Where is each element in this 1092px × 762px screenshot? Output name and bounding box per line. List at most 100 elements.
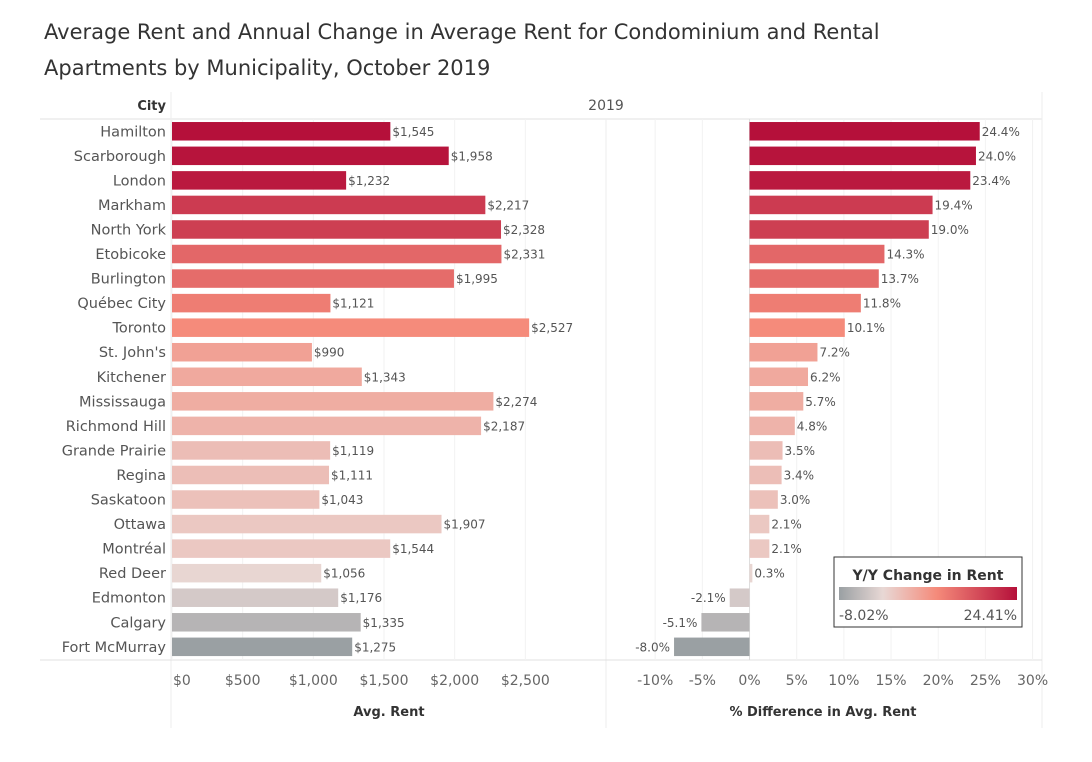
city-row: Burlington $1,995 13.7% <box>91 269 919 288</box>
city-row: Calgary $1,335 -5.1% <box>110 613 750 632</box>
rent-bar <box>172 416 482 436</box>
pct-tick-label: 20% <box>923 673 954 689</box>
rent-value-label: $1,119 <box>332 444 374 458</box>
pct-bar <box>749 367 809 387</box>
pct-bar <box>749 392 804 411</box>
pct-tick-label: -5% <box>689 673 716 689</box>
pct-value-label: 2.1% <box>771 518 802 532</box>
city-label: Toronto <box>111 321 166 337</box>
city-row: London $1,232 23.4% <box>113 171 1010 190</box>
city-label: Mississauga <box>79 394 166 410</box>
pct-bar <box>749 490 778 509</box>
pct-value-label: -5.1% <box>663 616 698 630</box>
pct-bar <box>749 171 971 190</box>
rent-tick-label: $500 <box>225 673 261 689</box>
pct-tick-label: 0% <box>738 673 760 689</box>
city-label: London <box>113 173 166 189</box>
pct-value-label: 23.4% <box>972 174 1010 188</box>
city-row: Markham $2,217 19.4% <box>98 195 973 215</box>
city-row: Regina $1,111 3.4% <box>116 465 815 485</box>
rent-bar <box>172 146 449 166</box>
city-row: Red Deer $1,056 0.3% <box>99 563 785 583</box>
rent-value-label: $1,056 <box>323 567 365 581</box>
rent-bar <box>172 171 347 190</box>
chart-title-line1: Average Rent and Annual Change in Averag… <box>44 20 880 44</box>
pct-bar <box>749 539 770 558</box>
rent-bar <box>172 514 442 534</box>
pct-bar <box>749 146 976 166</box>
rent-bar <box>172 244 502 264</box>
city-row: Hamilton $1,545 24.4% <box>100 122 1020 141</box>
city-row: North York $2,328 19.0% <box>91 220 969 239</box>
pct-axis-title: % Difference in Avg. Rent <box>729 705 916 720</box>
rent-bar <box>172 465 330 485</box>
pct-tick-label: 10% <box>828 673 859 689</box>
chart-title-line2: Apartments by Municipality, October 2019 <box>44 56 490 80</box>
pct-value-label: 5.7% <box>805 395 836 409</box>
city-label: Hamilton <box>100 124 166 140</box>
rent-bar <box>172 637 353 657</box>
rent-value-label: $1,544 <box>392 542 434 556</box>
rent-bar <box>172 490 320 509</box>
pct-tick-label: 5% <box>786 673 808 689</box>
rent-tick-label: $1,500 <box>360 673 409 689</box>
rent-axis-title: Avg. Rent <box>353 705 424 720</box>
pct-value-label: 2.1% <box>771 542 802 556</box>
city-row: Saskatoon $1,043 3.0% <box>91 490 810 509</box>
city-row: Richmond Hill $2,187 4.8% <box>66 416 828 436</box>
rent-value-label: $1,995 <box>456 272 498 286</box>
pct-bar <box>749 342 818 362</box>
pct-tick-label: 30% <box>1017 673 1048 689</box>
rent-value-label: $1,545 <box>392 125 434 139</box>
pct-bar <box>749 269 879 288</box>
city-label: North York <box>91 222 167 238</box>
pct-axis-ticks: -10% -5% 0% 5% 10% 15% 20% 25% 30% <box>637 673 1048 689</box>
legend-max-label: 24.41% <box>964 608 1017 624</box>
legend-gradient <box>839 587 1017 600</box>
pct-value-label: 4.8% <box>797 419 828 433</box>
pct-value-label: 3.4% <box>784 468 815 482</box>
pct-value-label: 14.3% <box>886 248 924 262</box>
pct-tick-label: 15% <box>875 673 906 689</box>
rent-value-label: $1,232 <box>348 174 390 188</box>
city-row: Mississauga $2,274 5.7% <box>79 392 836 411</box>
pct-bar <box>749 563 753 583</box>
pct-bar <box>749 318 845 337</box>
pct-value-label: 0.3% <box>754 567 785 581</box>
rent-axis-ticks: $0 $500 $1,000 $1,500 $2,000 $2,500 <box>173 673 550 689</box>
pct-value-label: 19.4% <box>935 198 973 212</box>
rent-value-label: $1,043 <box>321 493 363 507</box>
rent-tick-label: $2,500 <box>501 673 550 689</box>
pct-bar <box>749 122 980 141</box>
rent-tick-label: $1,000 <box>289 673 338 689</box>
city-column-header: City <box>137 99 166 114</box>
rent-value-label: $1,958 <box>451 149 493 163</box>
pct-value-label: 24.4% <box>982 125 1020 139</box>
city-label: Fort McMurray <box>62 640 167 656</box>
rent-value-label: $1,176 <box>340 591 382 605</box>
pct-bar <box>729 588 750 607</box>
rent-bar <box>172 122 391 141</box>
pct-value-label: 10.1% <box>847 321 885 335</box>
rent-bar <box>172 563 322 583</box>
legend-title: Y/Y Change in Rent <box>852 568 1004 584</box>
pct-bar <box>674 637 750 657</box>
rent-value-label: $1,111 <box>331 468 373 482</box>
pct-bar <box>749 293 861 313</box>
city-label: Burlington <box>91 272 166 288</box>
rent-value-label: $2,217 <box>487 198 529 212</box>
rent-value-label: $2,274 <box>495 395 537 409</box>
rent-bar <box>172 342 312 362</box>
city-row: St. John's $990 7.2% <box>99 342 850 362</box>
pct-bar <box>701 613 750 632</box>
pct-value-label: 3.5% <box>785 444 816 458</box>
pct-bar <box>749 195 933 215</box>
pct-bar <box>749 514 770 534</box>
year-header: 2019 <box>588 98 624 114</box>
city-label: Ottawa <box>114 517 166 533</box>
pct-bar <box>749 220 929 239</box>
pct-value-label: 19.0% <box>931 223 969 237</box>
pct-value-label: 6.2% <box>810 370 841 384</box>
city-label: Montréal <box>102 542 166 558</box>
color-legend: Y/Y Change in Rent -8.02% 24.41% <box>833 556 1023 628</box>
